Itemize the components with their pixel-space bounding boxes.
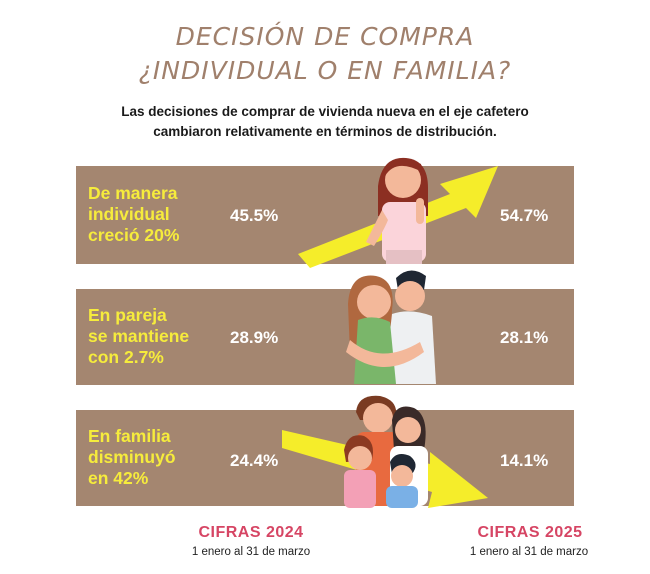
label-line: En familia [88,426,171,446]
label-familia: En familia disminuyó en 42% [88,426,176,489]
subtitle-line1: Las decisiones de comprar de vivienda nu… [121,104,529,119]
couple-illustration [346,270,436,384]
label-line: creció 20% [88,225,180,245]
footer-2024-title: CIFRAS 2024 [198,524,304,541]
family-icon [344,395,428,508]
value-2024-pareja: 28.9% [230,328,279,347]
label-pareja: En pareja se mantiene con 2.7% [88,305,189,368]
label-line: En pareja [88,305,167,325]
woman-icon [366,157,428,264]
up-arrow-woman-illustration [298,157,498,268]
band-pareja [76,289,574,385]
chart-title-line1: DECISIÓN DE COMPRA [175,22,475,51]
value-2024-individual: 45.5% [230,206,279,225]
label-individual: De manera individual creció 20% [88,183,179,246]
label-line: con 2.7% [88,347,164,367]
value-2025-individual: 54.7% [500,206,549,225]
footer-2024-range: 1 enero al 31 de marzo [191,546,311,558]
label-line: se mantiene [88,326,190,346]
label-line: disminuyó [88,447,176,467]
label-line: individual [88,204,170,224]
value-2024-familia: 24.4% [230,451,279,470]
chart-title-line2: ¿INDIVIDUAL O EN FAMILIA? [138,56,512,85]
subtitle-line2: cambiaron relativamente en términos de d… [153,124,497,139]
value-2025-pareja: 28.1% [500,328,549,347]
down-arrow-family-illustration [282,395,488,508]
footer-2025-title: CIFRAS 2025 [477,524,583,541]
label-line: De manera [88,183,178,203]
value-2025-familia: 14.1% [500,451,549,470]
couple-icon [346,270,436,384]
label-line: en 42% [88,468,149,488]
footer-2025-range: 1 enero al 31 de marzo [469,546,589,558]
